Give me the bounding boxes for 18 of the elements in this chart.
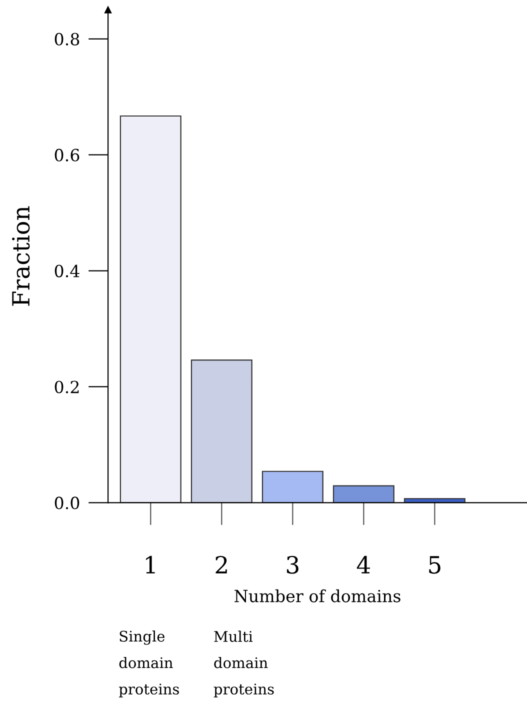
x-tick-label: 4 — [356, 556, 370, 574]
y-tick-label: 0.4 — [54, 264, 80, 278]
y-tick-label: 0.6 — [54, 148, 80, 162]
y-tick-label: 0.2 — [54, 380, 79, 394]
y-axis-title: Fraction — [12, 206, 30, 306]
x-tick-label: 1 — [146, 556, 155, 574]
y-tick-label: 0.0 — [54, 496, 80, 510]
bar — [190, 360, 252, 503]
x-tick-label: 5 — [429, 556, 440, 574]
x-tick-label: 3 — [286, 556, 298, 574]
x-tick-label: 2 — [216, 556, 227, 574]
y-tick-label: 0.8 — [54, 32, 80, 46]
bar — [332, 485, 394, 503]
text: Multi domain proteins — [214, 630, 274, 698]
x-axis-title: Number of domains — [234, 589, 400, 602]
text: Single domain proteins — [118, 630, 179, 698]
bar — [120, 115, 182, 503]
bar — [262, 470, 324, 503]
